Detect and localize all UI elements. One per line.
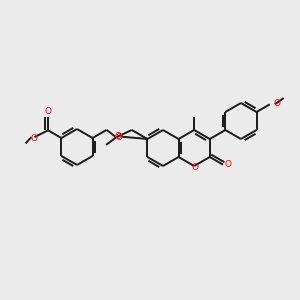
Text: O: O [274, 99, 281, 108]
Text: O: O [115, 132, 122, 141]
Text: O: O [192, 164, 199, 172]
Text: O: O [31, 134, 38, 142]
Text: O: O [45, 107, 52, 116]
Text: O: O [116, 133, 123, 142]
Text: O: O [224, 160, 232, 169]
